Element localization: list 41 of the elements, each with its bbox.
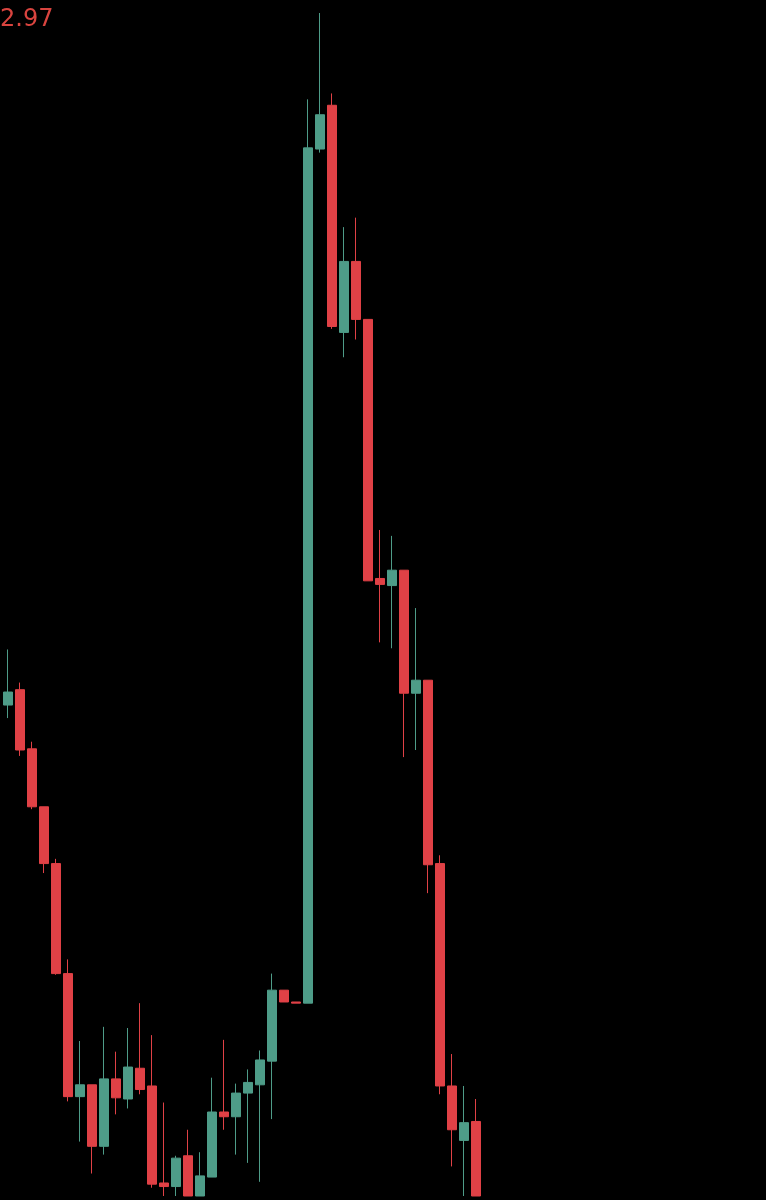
candlestick xyxy=(471,1098,481,1197)
candlestick xyxy=(315,12,325,154)
candlestick xyxy=(387,535,397,649)
candlestick xyxy=(159,1102,169,1197)
candlestick xyxy=(327,92,337,330)
candlestick xyxy=(75,1040,85,1143)
candlestick xyxy=(231,1083,241,1156)
candlestick xyxy=(375,529,385,643)
candlestick xyxy=(303,98,313,1004)
candlestick xyxy=(207,1077,217,1178)
candlestick xyxy=(399,569,409,758)
candlestick xyxy=(15,682,25,757)
candlestick xyxy=(135,1002,145,1095)
candlestick xyxy=(351,217,361,341)
candlestick xyxy=(111,1051,121,1115)
candlestick xyxy=(39,806,49,874)
candlestick xyxy=(339,226,349,358)
candlestick xyxy=(27,741,37,810)
candlestick xyxy=(195,1151,205,1197)
candlestick xyxy=(51,858,61,976)
candlestick xyxy=(3,648,13,719)
candlestick xyxy=(87,1084,97,1175)
candlestick xyxy=(279,989,289,1003)
candlestick xyxy=(447,1053,457,1167)
candlestick xyxy=(171,1155,181,1197)
candlestick xyxy=(435,854,445,1095)
candlestick xyxy=(219,1039,229,1131)
candlestick xyxy=(459,1085,469,1197)
candlestick xyxy=(423,679,433,894)
candlestick xyxy=(243,1068,253,1164)
candlestick xyxy=(183,1129,193,1197)
candlestick xyxy=(255,1049,265,1183)
candlestick xyxy=(363,318,373,582)
candlestick xyxy=(99,1026,109,1156)
candlestick xyxy=(147,1034,157,1189)
candlestick xyxy=(267,973,277,1120)
candlestick xyxy=(123,1027,133,1109)
candlestick xyxy=(63,958,73,1102)
candlestick xyxy=(411,607,421,751)
candlestick xyxy=(291,1001,301,1004)
annotation: 2.97 xyxy=(0,4,54,32)
